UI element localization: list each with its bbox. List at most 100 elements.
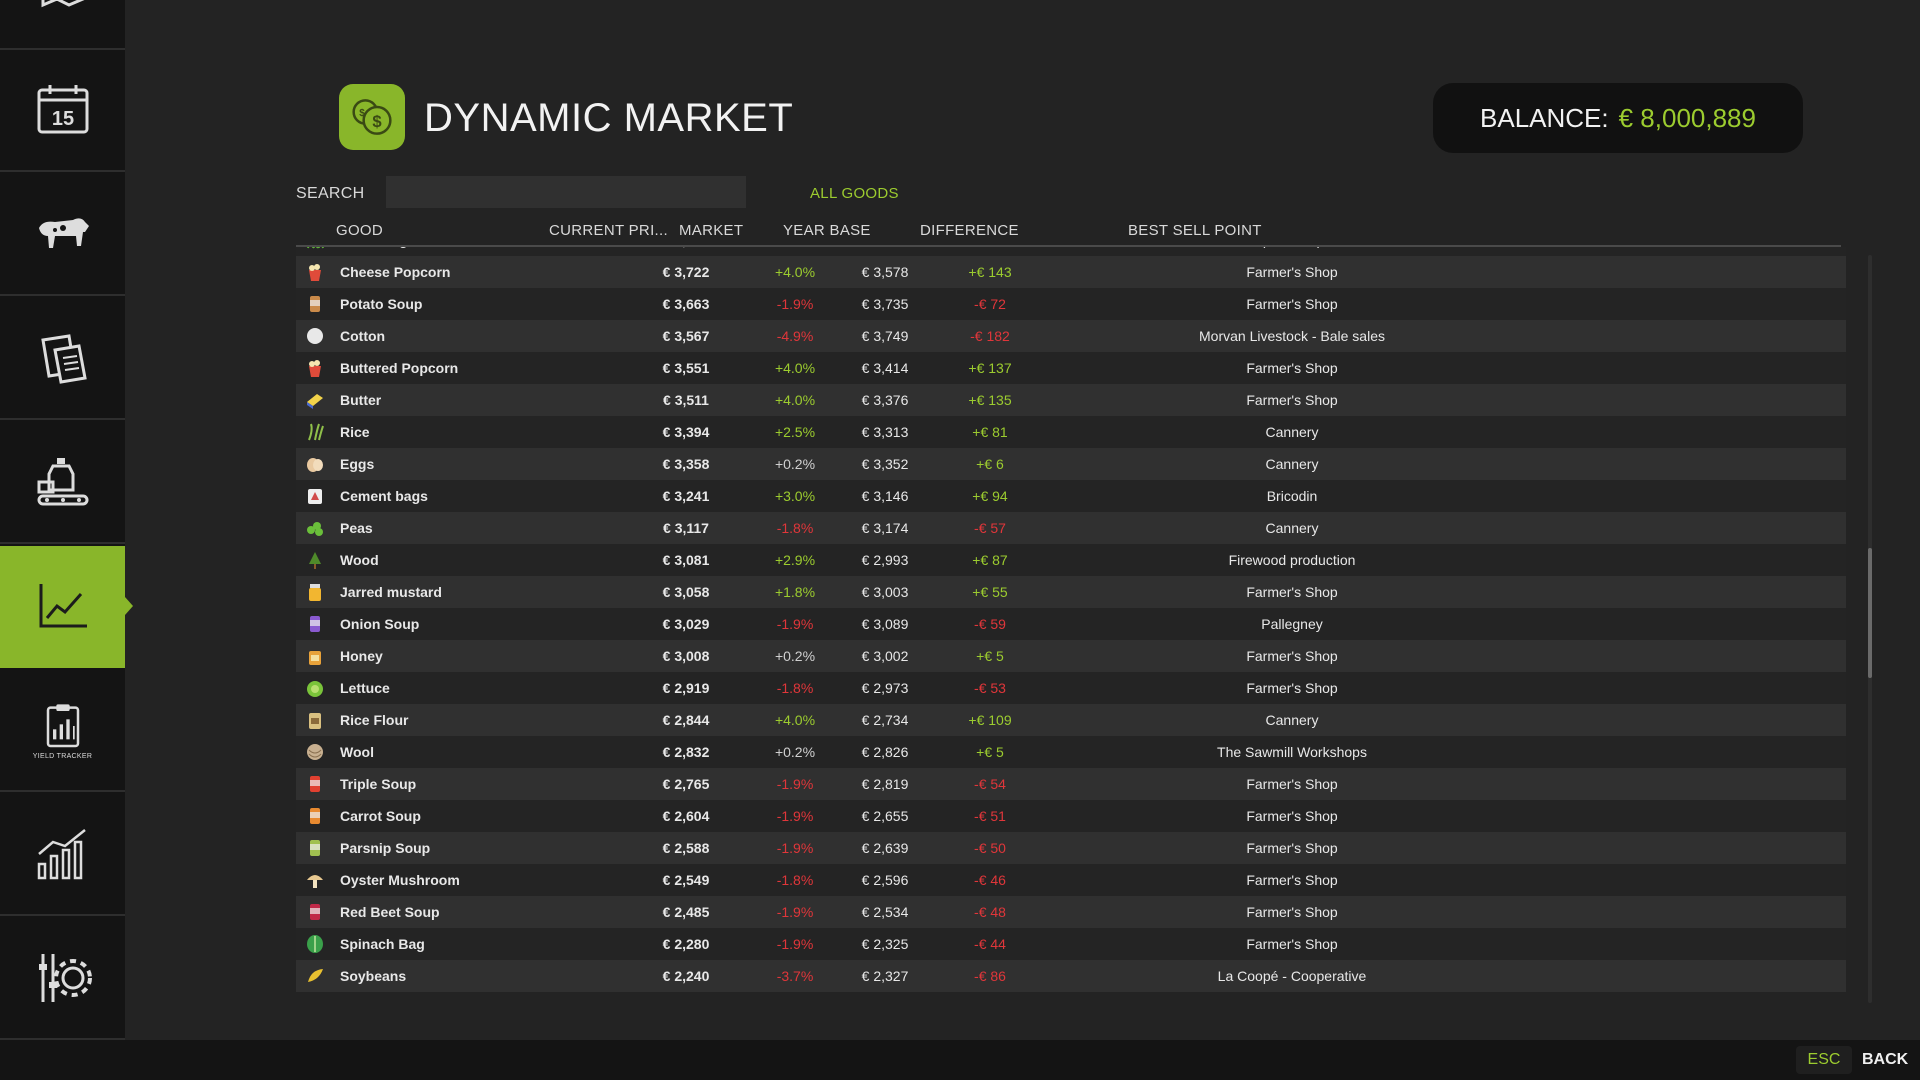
price-difference: +€ 143 — [968, 264, 1012, 280]
price-difference: +€ 6 — [976, 456, 1004, 472]
current-price: € 3,058 — [662, 584, 710, 600]
filter-all-goods[interactable]: ALL GOODS — [810, 185, 899, 202]
current-price: € 2,280 — [662, 936, 710, 952]
search-input[interactable] — [386, 176, 746, 208]
column-header-best-sell-point[interactable]: BEST SELL POINT — [1128, 222, 1262, 239]
table-row[interactable]: Soybeans € 2,240 -3.7% € 2,327 -€ 86 La … — [296, 960, 1846, 992]
table-row[interactable]: Cotton € 3,567 -4.9% € 3,749 -€ 182 Morv… — [296, 320, 1846, 352]
good-name: Butter — [340, 392, 382, 408]
sidebar-item-production[interactable] — [0, 422, 125, 544]
market-change: -1.9% — [776, 776, 814, 792]
column-header-difference[interactable]: DIFFERENCE — [920, 222, 1019, 239]
price-difference: -€ 44 — [974, 936, 1006, 952]
market-change: -1.9% — [776, 808, 814, 824]
market-change: -1.8% — [776, 520, 814, 536]
year-base-price: € 3,376 — [861, 392, 909, 408]
market-change: +0.2% — [774, 456, 816, 472]
yield-tracker-icon — [46, 703, 79, 747]
svg-text:$: $ — [372, 112, 382, 131]
table-row[interactable]: Jarred mustard € 3,058 +1.8% € 3,003 +€ … — [296, 576, 1846, 608]
statistics-icon — [37, 829, 86, 880]
yield-tracker-caption: YIELD TRACKER — [32, 752, 93, 760]
good-name: Jarred mustard — [340, 584, 442, 600]
year-base-price: € 3,146 — [861, 488, 909, 504]
soup-can-icon — [305, 614, 325, 634]
goods-table[interactable]: Meadow grass € 3,820 -3.0% € 3,938 -€ 11… — [296, 247, 1846, 1003]
column-header-year-base[interactable]: YEAR BASE — [783, 222, 871, 239]
current-price: € 2,240 — [662, 968, 710, 984]
current-price: € 3,511 — [663, 392, 709, 408]
sidebar-item-yield-tracker[interactable]: YIELD TRACKER — [0, 670, 125, 792]
table-row[interactable]: Potato Soup € 3,663 -1.9% € 3,735 -€ 72 … — [296, 288, 1846, 320]
best-sell-point: Cannery — [1265, 424, 1319, 440]
price-difference: -€ 46 — [974, 872, 1006, 888]
column-header-good[interactable]: GOOD — [336, 222, 384, 239]
table-row[interactable]: Butter € 3,511 +4.0% € 3,376 +€ 135 Farm… — [296, 384, 1846, 416]
market-change: +0.2% — [774, 648, 816, 664]
table-row[interactable]: Triple Soup € 2,765 -1.9% € 2,819 -€ 54 … — [296, 768, 1846, 800]
table-row[interactable]: Cement bags € 3,241 +3.0% € 3,146 +€ 94 … — [296, 480, 1846, 512]
rice-icon — [305, 422, 325, 442]
table-row[interactable]: Spinach Bag € 2,280 -1.9% € 2,325 -€ 44 … — [296, 928, 1846, 960]
table-row[interactable]: Onion Soup € 3,029 -1.9% € 3,089 -€ 59 P… — [296, 608, 1846, 640]
table-row[interactable]: Wood € 3,081 +2.9% € 2,993 +€ 87 Firewoo… — [296, 544, 1846, 576]
sidebar-item-contracts[interactable] — [0, 298, 125, 420]
table-row[interactable]: Rice € 3,394 +2.5% € 3,313 +€ 81 Cannery — [296, 416, 1846, 448]
table-row[interactable]: Eggs € 3,358 +0.2% € 3,352 +€ 6 Cannery — [296, 448, 1846, 480]
sidebar-item-statistics[interactable] — [0, 794, 125, 916]
table-row[interactable]: Red Beet Soup € 2,485 -1.9% € 2,534 -€ 4… — [296, 896, 1846, 928]
esc-key-button[interactable]: ESC — [1796, 1046, 1852, 1074]
good-name: Lettuce — [340, 680, 390, 696]
current-price: € 2,604 — [662, 808, 710, 824]
table-row[interactable]: Oyster Mushroom € 2,549 -1.8% € 2,596 -€… — [296, 864, 1846, 896]
current-price: € 2,485 — [662, 904, 710, 920]
table-row[interactable]: Rice Flour € 2,844 +4.0% € 2,734 +€ 109 … — [296, 704, 1846, 736]
scrollbar-thumb[interactable] — [1868, 548, 1872, 678]
sidebar-item-settings[interactable] — [0, 918, 125, 1040]
table-row[interactable]: Parsnip Soup € 2,588 -1.9% € 2,639 -€ 50… — [296, 832, 1846, 864]
table-row[interactable]: Wool € 2,832 +0.2% € 2,826 +€ 5 The Sawm… — [296, 736, 1846, 768]
sidebar-item-market[interactable] — [0, 546, 133, 668]
market-change: +4.0% — [774, 392, 816, 408]
year-base-price: € 3,002 — [861, 648, 909, 664]
header-divider — [296, 245, 1841, 247]
current-price: € 3,081 — [662, 552, 710, 568]
back-button[interactable]: BACK — [1862, 1051, 1909, 1068]
contracts-icon — [40, 334, 87, 384]
year-base-price: € 3,003 — [861, 584, 909, 600]
good-name: Spinach Bag — [340, 936, 425, 952]
table-row[interactable]: Lettuce € 2,919 -1.8% € 2,973 -€ 53 Farm… — [296, 672, 1846, 704]
sidebar-item-calendar[interactable]: 15 — [0, 50, 125, 172]
cotton-icon — [305, 326, 325, 346]
table-row[interactable]: Carrot Soup € 2,604 -1.9% € 2,655 -€ 51 … — [296, 800, 1846, 832]
current-price: € 3,117 — [663, 520, 709, 536]
year-base-price: € 2,534 — [861, 904, 909, 920]
table-row[interactable]: Honey € 3,008 +0.2% € 3,002 +€ 5 Farmer'… — [296, 640, 1846, 672]
jar-icon — [305, 582, 325, 602]
market-change: -3.7% — [776, 968, 814, 984]
table-row[interactable]: Cheese Popcorn € 3,722 +4.0% € 3,578 +€ … — [296, 256, 1846, 288]
price-difference: -€ 54 — [974, 776, 1006, 792]
table-row[interactable]: Meadow grass € 3,820 -3.0% € 3,938 -€ 11… — [296, 247, 1846, 256]
year-base-price: € 3,938 — [775, 247, 995, 256]
sidebar-item-animals[interactable] — [0, 174, 125, 296]
price-difference: +€ 81 — [972, 424, 1008, 440]
market-change: +4.0% — [774, 264, 816, 280]
good-name: Cheese Popcorn — [340, 264, 451, 280]
table-row[interactable]: Peas € 3,117 -1.8% € 3,174 -€ 57 Cannery — [296, 512, 1846, 544]
column-header-market[interactable]: MARKET — [679, 222, 744, 239]
good-name: Triple Soup — [340, 776, 417, 792]
good-name: Parsnip Soup — [340, 840, 431, 856]
best-sell-point: Cannery — [1265, 456, 1319, 472]
market-logo: $ $ — [339, 84, 405, 150]
column-header-current-price[interactable]: CURRENT PRI... — [549, 222, 668, 239]
table-row[interactable]: Buttered Popcorn € 3,551 +4.0% € 3,414 +… — [296, 352, 1846, 384]
price-difference: +€ 5 — [976, 648, 1004, 664]
soup-can-icon — [305, 294, 325, 314]
soup-can-icon — [305, 774, 325, 794]
best-sell-point: La Coopé - Cooperative — [1097, 247, 1487, 256]
sidebar-item-map[interactable] — [0, 0, 125, 50]
current-price: € 2,844 — [662, 712, 710, 728]
good-name: Cotton — [340, 328, 386, 344]
goods-table-body: Meadow grass € 3,820 -3.0% € 3,938 -€ 11… — [296, 247, 1846, 992]
